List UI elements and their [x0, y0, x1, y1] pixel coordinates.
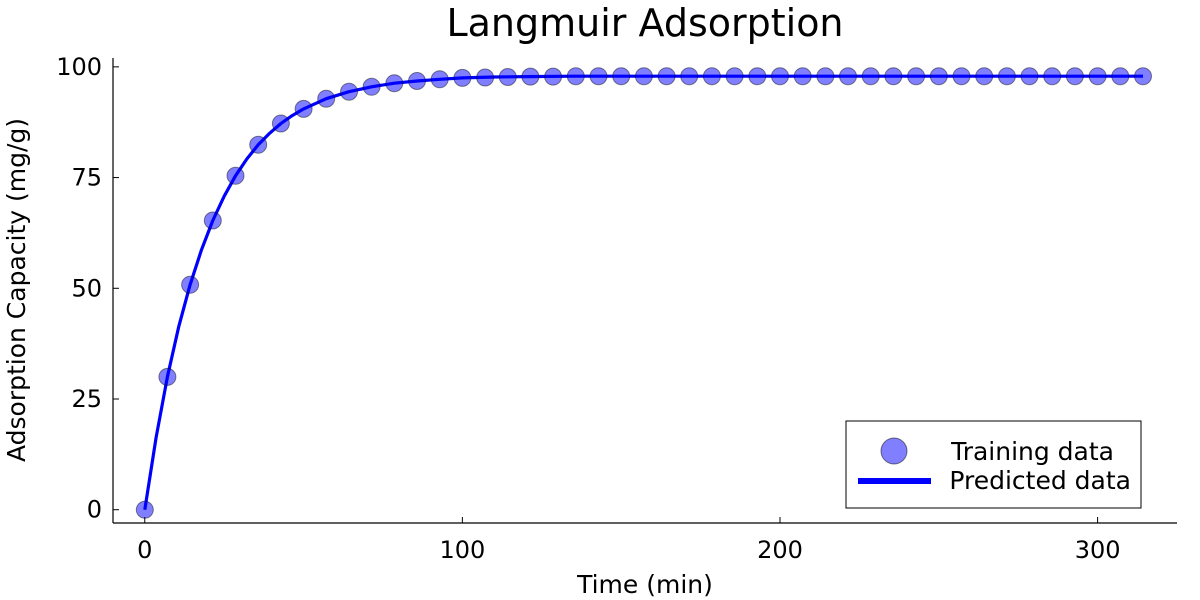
legend-box [845, 420, 1142, 509]
training-data-point [884, 67, 903, 86]
training-data-points [135, 67, 1152, 519]
training-data-point [702, 67, 721, 86]
legend-scatter-marker [880, 437, 908, 465]
training-data-point [544, 67, 563, 86]
training-data-point [340, 82, 358, 101]
training-data-point [1065, 67, 1084, 86]
training-data-point [839, 67, 857, 86]
y-tick-label: 100 [56, 53, 102, 81]
training-data-point [203, 211, 222, 230]
training-data-point [634, 67, 653, 86]
training-data-point [1020, 67, 1039, 86]
training-data-point [226, 166, 245, 185]
training-data-point [476, 68, 495, 87]
training-data-point [1043, 67, 1062, 86]
y-ticks: 0 25 50 75 100 [56, 53, 119, 524]
training-data-point [385, 74, 404, 93]
legend-label-training: Training data [950, 437, 1114, 466]
training-data-point [612, 67, 631, 86]
training-data-point [408, 72, 426, 90]
y-tick-label: 25 [71, 385, 102, 413]
training-data-point [657, 67, 676, 86]
training-data-point [816, 67, 835, 86]
training-data-point [1111, 67, 1130, 86]
training-data-point [907, 67, 926, 86]
x-tick-label: 0 [137, 536, 152, 564]
y-axis-label: Adsorption Capacity (mg/g) [2, 118, 31, 462]
training-data-point [589, 67, 608, 86]
axes: 0 100 200 300 0 25 50 75 100 [56, 53, 1177, 564]
training-data-point [1134, 67, 1152, 86]
training-data-point [1088, 67, 1107, 86]
x-tick-label: 100 [439, 536, 485, 564]
plot-marks [135, 67, 1152, 519]
training-data-point [249, 135, 268, 154]
x-tick-label: 300 [1075, 536, 1121, 564]
training-data-point [294, 99, 313, 118]
training-data-point [748, 67, 767, 86]
training-data-point [952, 67, 971, 86]
training-data-point [135, 500, 154, 519]
training-data-point [861, 67, 880, 86]
training-data-point [362, 77, 381, 96]
training-data-point [498, 68, 517, 86]
y-tick-label: 75 [71, 164, 102, 192]
y-tick-label: 0 [87, 496, 102, 524]
x-axis-label: Time (min) [576, 570, 713, 599]
legend: Training data Predicted data [845, 420, 1142, 509]
training-data-point [725, 67, 744, 86]
training-data-point [271, 114, 290, 133]
x-ticks: 0 100 200 300 [137, 517, 1121, 564]
chart-title: Langmuir Adsorption [446, 1, 843, 45]
training-data-point [929, 67, 948, 86]
training-data-point [793, 67, 812, 86]
training-data-point [181, 275, 200, 294]
training-data-point [158, 367, 177, 386]
training-data-point [430, 70, 449, 89]
training-data-point [997, 67, 1016, 86]
training-data-point [453, 68, 472, 87]
training-data-point [317, 89, 336, 108]
training-data-point [566, 67, 585, 86]
training-data-point [521, 67, 540, 86]
x-tick-label: 200 [757, 536, 803, 564]
legend-label-predicted: Predicted data [949, 466, 1131, 495]
training-data-point [771, 67, 789, 86]
training-data-point [680, 67, 699, 86]
y-tick-label: 50 [71, 274, 102, 302]
training-data-point [975, 67, 994, 86]
